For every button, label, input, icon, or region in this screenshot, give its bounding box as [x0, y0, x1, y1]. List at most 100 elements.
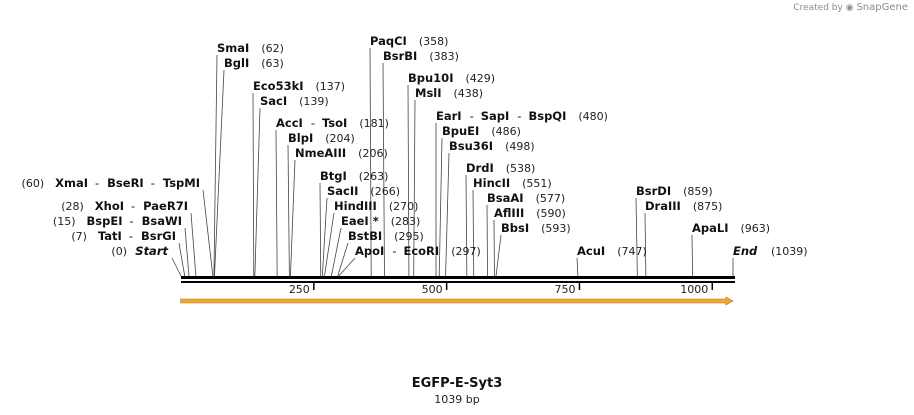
site-position: (577): [536, 192, 566, 205]
enzyme-name-sacii[interactable]: SacII: [327, 184, 358, 198]
enzyme-name-bstbi[interactable]: BstBI: [348, 229, 382, 243]
enzyme-name-sapi[interactable]: SapI: [481, 109, 510, 123]
enzyme-name-tspmi[interactable]: TspMI: [163, 176, 200, 190]
site-label-eco53ki[interactable]: Eco53kI (137): [253, 79, 345, 93]
site-label-saci[interactable]: SacI (139): [260, 94, 329, 108]
site-label-bpu10i[interactable]: Bpu10I (429): [408, 71, 495, 85]
enzyme-name-nmeaiii[interactable]: NmeAIII: [295, 146, 346, 160]
site-separator[interactable]: -: [95, 176, 99, 190]
site-label-blpi[interactable]: BlpI (204): [288, 131, 355, 145]
enzyme-name-bpu10i[interactable]: Bpu10I: [408, 71, 453, 85]
enzyme-name-ecori[interactable]: EcoRI: [403, 244, 439, 258]
site-label-btgi[interactable]: BtgI (263): [320, 169, 388, 183]
site-label-bbsi[interactable]: BbsI (593): [501, 221, 571, 235]
enzyme-name-tati[interactable]: TatI: [98, 229, 122, 243]
site-label-msli[interactable]: MslI (438): [415, 86, 483, 100]
enzyme-name-paqci[interactable]: PaqCI: [370, 34, 407, 48]
enzyme-name-bsu36i[interactable]: Bsu36I: [449, 139, 493, 153]
site-label-bgli[interactable]: BglI (63): [224, 56, 284, 70]
leader-bgli: [214, 69, 225, 277]
leader-saci: [254, 107, 261, 277]
site-label-eaei[interactable]: EaeI * (283): [341, 214, 420, 228]
enzyme-name-acci[interactable]: AccI: [276, 116, 303, 130]
site-label-bsrdi[interactable]: BsrDI (859): [636, 184, 713, 198]
site-label-xmai-bseri-tspmi[interactable]: TspMI-BseRI-XmaI(60): [22, 176, 200, 190]
enzyme-name-paer7i[interactable]: PaeR7I: [143, 199, 188, 213]
site-label-afliii[interactable]: AflIII (590): [494, 206, 566, 220]
site-position: (498): [505, 140, 535, 153]
enzyme-name-acui[interactable]: AcuI: [577, 244, 605, 258]
enzyme-name-bpuei[interactable]: BpuEI: [442, 124, 479, 138]
site-label-acci-tsoi[interactable]: AccI - TsoI (181): [276, 116, 389, 130]
enzyme-name-bgli[interactable]: BglI: [224, 56, 249, 70]
enzyme-name-bspqi[interactable]: BspQI: [528, 109, 566, 123]
enzyme-name-apali[interactable]: ApaLI: [692, 221, 729, 235]
enzyme-name-drdi[interactable]: DrdI: [466, 161, 494, 175]
site-label-apali[interactable]: ApaLI (963): [692, 221, 770, 235]
ruler-tick-label: 500: [422, 283, 443, 296]
leader-tati-bsrgi: [178, 242, 186, 277]
site-label-smai[interactable]: SmaI (62): [217, 41, 284, 55]
enzyme-name-hindiii[interactable]: HindIII: [334, 199, 377, 213]
enzyme-name-bsaai[interactable]: BsaAI: [487, 191, 524, 205]
leader-bstbi: [337, 242, 349, 277]
enzyme-name-draiii[interactable]: DraIII: [645, 199, 681, 213]
site-label-bpuei[interactable]: BpuEI (486): [442, 124, 521, 138]
site-position: (590): [536, 207, 566, 220]
enzyme-name-xmai[interactable]: XmaI: [55, 176, 88, 190]
enzyme-name-afliii[interactable]: AflIII: [494, 206, 524, 220]
site-label-eari-sapi-bspqi[interactable]: EarI - SapI - BspQI (480): [436, 109, 608, 123]
enzyme-name-eco53ki[interactable]: Eco53kI: [253, 79, 304, 93]
site-label-bstbi[interactable]: BstBI (295): [348, 229, 424, 243]
site-separator[interactable]: -: [311, 116, 315, 130]
enzyme-name-bsrgi[interactable]: BsrGI: [141, 229, 176, 243]
enzyme-name-apoi[interactable]: ApoI: [355, 244, 384, 258]
enzyme-name-smai[interactable]: SmaI: [217, 41, 249, 55]
site-label-acui[interactable]: AcuI (747): [577, 244, 647, 258]
site-label-xhoi-paer7i[interactable]: PaeR7I-XhoI (28): [61, 199, 188, 213]
enzyme-name-bsrdi[interactable]: BsrDI: [636, 184, 671, 198]
feature-arrow[interactable]: [180, 296, 734, 306]
enzyme-name-bsrbi[interactable]: BsrBI: [383, 49, 417, 63]
feature-arrow-egfp[interactable]: [180, 296, 734, 306]
site-separator[interactable]: -: [517, 109, 521, 123]
enzyme-name-xhoi[interactable]: XhoI: [95, 199, 124, 213]
enzyme-name-bspei[interactable]: BspEI: [87, 214, 123, 228]
leader-xmai-bseri-tspmi: [202, 189, 214, 277]
enzyme-name-bseri[interactable]: BseRI: [107, 176, 144, 190]
site-label-bsrbi[interactable]: BsrBI (383): [383, 49, 459, 63]
enzyme-name-eaei[interactable]: EaeI *: [341, 214, 379, 228]
site-label-bsaai[interactable]: BsaAI (577): [487, 191, 565, 205]
site-label-paqci[interactable]: PaqCI (358): [370, 34, 448, 48]
site-label-bspei-bsawi[interactable]: BsaWI-BspEI (15): [53, 214, 182, 228]
site-separator[interactable]: -: [470, 109, 474, 123]
site-separator[interactable]: -: [129, 229, 133, 243]
site-label-sacii[interactable]: SacII (266): [327, 184, 400, 198]
site-separator[interactable]: -: [392, 244, 396, 258]
leader-start: [171, 257, 182, 277]
site-label-drdi[interactable]: DrdI (538): [466, 161, 535, 175]
site-label-apoi-ecori[interactable]: ApoI - EcoRI (297): [355, 244, 481, 258]
site-label-bsu36i[interactable]: Bsu36I (498): [449, 139, 535, 153]
enzyme-name-blpi[interactable]: BlpI: [288, 131, 313, 145]
enzyme-name-msli[interactable]: MslI: [415, 86, 442, 100]
enzyme-name-btgi[interactable]: BtgI: [320, 169, 347, 183]
enzyme-name-bbsi[interactable]: BbsI: [501, 221, 529, 235]
site-separator[interactable]: -: [151, 176, 155, 190]
site-label-hindiii[interactable]: HindIII (270): [334, 199, 418, 213]
site-label-hincii[interactable]: HincII (551): [473, 176, 552, 190]
site-position: (383): [429, 50, 459, 63]
enzyme-name-saci[interactable]: SacI: [260, 94, 287, 108]
enzyme-name-hincii[interactable]: HincII: [473, 176, 510, 190]
enzyme-name-bsawi[interactable]: BsaWI: [142, 214, 182, 228]
site-separator[interactable]: -: [130, 214, 134, 228]
site-label-tati-bsrgi[interactable]: BsrGI-TatI (7): [71, 229, 176, 243]
enzyme-name-eari[interactable]: EarI: [436, 109, 462, 123]
site-separator[interactable]: -: [131, 199, 135, 213]
site-label-draiii[interactable]: DraIII (875): [645, 199, 722, 213]
site-position: (875): [693, 200, 723, 213]
leader-sacii: [321, 197, 328, 277]
enzyme-name-tsoi[interactable]: TsoI: [322, 116, 347, 130]
site-label-nmeaiii[interactable]: NmeAIII (206): [295, 146, 388, 160]
watermark-brand: SnapGene: [856, 2, 908, 13]
